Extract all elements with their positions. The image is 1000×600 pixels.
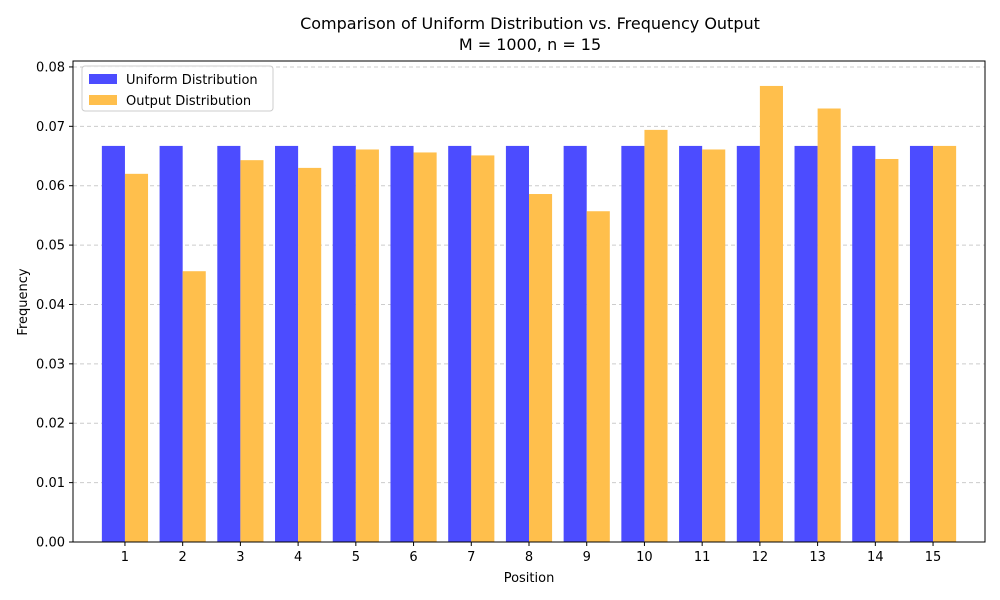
output-bar-6 bbox=[413, 152, 437, 542]
y-tick-label: 0.01 bbox=[36, 476, 65, 491]
uniform-bar-14 bbox=[852, 145, 876, 542]
output-bar-9 bbox=[586, 211, 610, 542]
uniform-bar-1 bbox=[101, 145, 125, 542]
y-tick-label: 0.08 bbox=[36, 60, 65, 75]
x-tick-label: 6 bbox=[409, 550, 417, 565]
output-bar-1 bbox=[124, 173, 149, 543]
uniform-bar-8 bbox=[505, 145, 529, 542]
legend-box bbox=[81, 65, 274, 112]
y-tick-label: 0.04 bbox=[36, 298, 65, 313]
chart-title: Comparison of Uniform Distribution vs. F… bbox=[300, 14, 760, 33]
x-tick-label: 4 bbox=[294, 550, 302, 565]
output-bar-10 bbox=[644, 129, 668, 542]
output-bar-4 bbox=[298, 167, 322, 542]
uniform-bar-4 bbox=[275, 145, 299, 542]
x-tick-label: 2 bbox=[179, 550, 187, 565]
legend: Uniform Distribution Output Distribution bbox=[81, 65, 274, 112]
output-bar-11 bbox=[702, 149, 726, 543]
legend-swatch bbox=[89, 95, 117, 105]
output-bar-5 bbox=[355, 149, 379, 543]
y-tick-label: 0.07 bbox=[36, 120, 65, 135]
x-tick-label: 14 bbox=[867, 550, 884, 565]
x-tick-label: 1 bbox=[121, 550, 129, 565]
x-tick-label: 3 bbox=[236, 550, 244, 565]
bars bbox=[101, 85, 957, 543]
legend-label: Uniform Distribution bbox=[126, 73, 258, 88]
uniform-bar-5 bbox=[332, 145, 356, 542]
y-tick-label: 0.00 bbox=[36, 536, 65, 551]
output-bar-13 bbox=[817, 108, 841, 543]
output-bar-15 bbox=[933, 145, 957, 542]
uniform-bar-9 bbox=[563, 145, 587, 542]
x-axis-label: Position bbox=[504, 571, 555, 586]
x-tick-label: 15 bbox=[925, 550, 942, 565]
uniform-bar-13 bbox=[794, 145, 818, 542]
x-tick-label: 9 bbox=[583, 550, 591, 565]
output-bar-8 bbox=[529, 194, 553, 543]
y-tick-label: 0.03 bbox=[36, 357, 65, 372]
uniform-bar-11 bbox=[679, 145, 703, 542]
output-bar-7 bbox=[471, 155, 495, 542]
tick-labels: 0.000.010.020.030.040.050.060.070.081 2 3 4… bbox=[36, 60, 941, 565]
x-tick-label: 8 bbox=[525, 550, 533, 565]
uniform-bar-2 bbox=[159, 145, 183, 542]
uniform-bar-3 bbox=[217, 145, 241, 542]
y-axis-label: Frequency bbox=[16, 268, 31, 335]
uniform-bar-10 bbox=[621, 145, 645, 542]
x-tick-label: 10 bbox=[636, 550, 653, 565]
legend-label: Output Distribution bbox=[126, 94, 251, 109]
x-tick-label: 5 bbox=[352, 550, 360, 565]
uniform-bar-15 bbox=[909, 145, 934, 542]
x-tick-label: 12 bbox=[752, 550, 769, 565]
y-tick-label: 0.02 bbox=[36, 417, 65, 432]
y-tick-label: 0.06 bbox=[36, 179, 65, 194]
uniform-bar-12 bbox=[736, 145, 760, 542]
y-tick-label: 0.05 bbox=[36, 239, 65, 254]
legend-swatch bbox=[89, 74, 117, 84]
chart-subtitle: M = 1000, n = 15 bbox=[459, 35, 601, 54]
output-bar-2 bbox=[182, 271, 206, 542]
output-bar-12 bbox=[759, 85, 783, 543]
uniform-bar-6 bbox=[390, 145, 414, 542]
uniform-bar-7 bbox=[448, 145, 472, 542]
x-tick-label: 7 bbox=[467, 550, 475, 565]
output-bar-14 bbox=[875, 158, 899, 542]
output-bar-3 bbox=[240, 160, 264, 542]
x-tick-label: 11 bbox=[694, 550, 711, 565]
x-tick-label: 13 bbox=[809, 550, 826, 565]
